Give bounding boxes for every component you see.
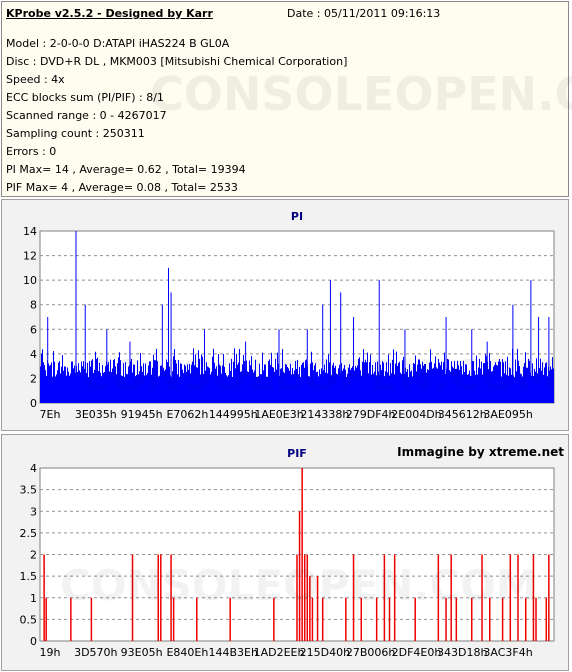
x-tick-label: 3D570h: [74, 646, 117, 659]
chart-title: PIF: [287, 447, 307, 460]
y-tick-label: 14: [23, 225, 37, 238]
y-tick-label: 8: [30, 299, 37, 312]
y-tick-label: 1.5: [20, 570, 38, 583]
pif-chart-panel: PIF Immagine by xtreme.net 0 0.5 1 1.5 2 2.5 3 3.…: [1, 434, 569, 671]
x-tick-label: 1AE0E3h: [254, 408, 303, 421]
x-tick-label: 214338h: [300, 408, 349, 421]
x-tick-label: 343D18h: [437, 646, 487, 659]
y-tick-label: 0: [30, 635, 37, 648]
info-panel: KProbe v2.5.2 - Designed by Karr Date : …: [1, 1, 569, 197]
y-tick-label: 10: [23, 274, 37, 287]
x-tick-label: 3AE095h: [483, 408, 532, 421]
info-pi-summary: PI Max= 14 , Average= 0.62 , Total= 1939…: [6, 163, 246, 176]
y-tick-label: 2: [30, 372, 37, 385]
x-tick-label: E840Eh: [166, 646, 208, 659]
y-tick-label: 1: [30, 592, 37, 605]
y-tick-label: 3: [30, 505, 37, 518]
pif-chart: PIF Immagine by xtreme.net 0 0.5 1 1.5 2 2.5 3 3.…: [20, 445, 565, 659]
y-tick-label: 2: [30, 549, 37, 562]
y-tick-label: 0.5: [20, 613, 38, 626]
x-tick-label: 93E05h: [121, 646, 163, 659]
y-tick-label: 3.5: [20, 484, 38, 497]
x-tick-label: 91945h: [121, 408, 163, 421]
x-tick-label: 144B3Eh: [208, 646, 257, 659]
pi-chart: PI 0 2 4 6 8 10 12 14 7Eh 3E035h 91945h E7062h 144995…: [23, 210, 555, 421]
y-tick-label: 4: [30, 348, 37, 361]
series-pi: [40, 231, 554, 403]
info-errors: Errors : 0: [6, 145, 57, 158]
app-title: KProbe v2.5.2 - Designed by Karr: [6, 7, 213, 20]
x-tick-label: E7062h: [166, 408, 208, 421]
info-range: Scanned range : 0 - 4267017: [6, 109, 167, 122]
chart-title: PI: [291, 210, 303, 223]
x-tick-label: 7Eh: [40, 408, 61, 421]
x-tick-label: 19h: [40, 646, 61, 659]
y-tick-label: 12: [23, 250, 37, 263]
x-tick-label: 3E035h: [75, 408, 117, 421]
y-tick-label: 0: [30, 397, 37, 410]
x-tick-label: 1AD2EEh: [254, 646, 305, 659]
x-tick-label: 279DF4h: [346, 408, 396, 421]
x-tick-label: 345612h: [438, 408, 487, 421]
info-pif-summary: PIF Max= 4 , Average= 0.08 , Total= 2533: [6, 181, 238, 194]
info-ecc: ECC blocks sum (PI/PIF) : 8/1: [6, 91, 164, 104]
info-sampling: Sampling count : 250311: [6, 127, 145, 140]
y-tick-label: 6: [30, 323, 37, 336]
pi-chart-panel: PI 0 2 4 6 8 10 12 14 7Eh 3E035h 91945h E7062h 144995…: [1, 199, 569, 431]
scan-date: Date : 05/11/2011 09:16:13: [287, 7, 441, 20]
x-tick-label: 215D40h: [300, 646, 350, 659]
info-speed: Speed : 4x: [6, 73, 65, 86]
x-tick-label: 3AC3F4h: [483, 646, 532, 659]
y-tick-label: 4: [30, 462, 37, 475]
y-tick-label: 2.5: [20, 527, 38, 540]
x-tick-label: 144995h: [209, 408, 258, 421]
info-disc: Disc : DVD+R DL , MKM003 [Mitsubishi Che…: [6, 55, 348, 68]
info-model: Model : 2-0-0-0 D:ATAPI iHAS224 B GL0A: [6, 37, 230, 50]
series-pif: [43, 468, 550, 641]
chart-credit: Immagine by xtreme.net: [397, 445, 564, 459]
x-tick-label: 2DF4E0h: [392, 646, 442, 659]
x-tick-label: 27B006h: [346, 646, 396, 659]
x-tick-label: 2E004Dh: [391, 408, 441, 421]
